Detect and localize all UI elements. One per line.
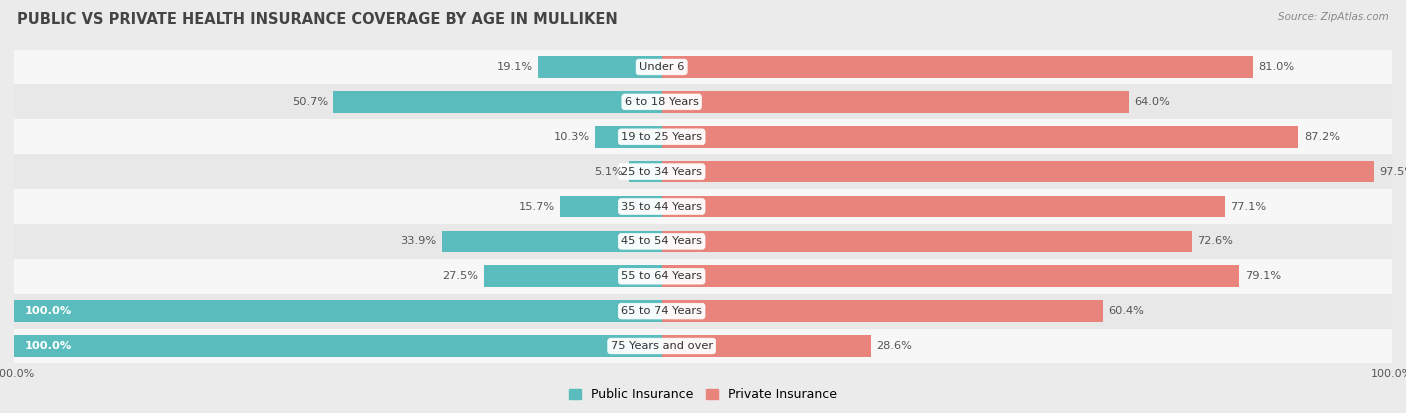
Bar — [628, 161, 662, 183]
Text: 28.6%: 28.6% — [876, 341, 912, 351]
Text: 97.5%: 97.5% — [1379, 166, 1406, 177]
Bar — [662, 266, 1239, 287]
Bar — [14, 84, 1392, 119]
Text: 5.1%: 5.1% — [595, 166, 623, 177]
Bar — [333, 91, 662, 113]
Text: 72.6%: 72.6% — [1198, 236, 1233, 247]
Text: 27.5%: 27.5% — [441, 271, 478, 281]
Bar — [14, 224, 1392, 259]
Bar — [662, 91, 1129, 113]
Text: 19 to 25 Years: 19 to 25 Years — [621, 132, 702, 142]
Text: 25 to 34 Years: 25 to 34 Years — [621, 166, 702, 177]
Text: 79.1%: 79.1% — [1244, 271, 1281, 281]
Text: 87.2%: 87.2% — [1303, 132, 1340, 142]
Text: 50.7%: 50.7% — [291, 97, 328, 107]
Text: Under 6: Under 6 — [638, 62, 685, 72]
Bar — [662, 126, 1299, 147]
Bar — [14, 259, 1392, 294]
Bar — [662, 300, 1102, 322]
Bar — [14, 119, 1392, 154]
Bar — [14, 294, 1392, 329]
Bar — [14, 300, 662, 322]
Text: 10.3%: 10.3% — [554, 132, 589, 142]
Text: PUBLIC VS PRIVATE HEALTH INSURANCE COVERAGE BY AGE IN MULLIKEN: PUBLIC VS PRIVATE HEALTH INSURANCE COVER… — [17, 12, 617, 27]
Bar — [14, 50, 1392, 84]
Bar — [14, 154, 1392, 189]
Text: 100.0%: 100.0% — [25, 341, 72, 351]
Text: 77.1%: 77.1% — [1230, 202, 1267, 211]
Text: 64.0%: 64.0% — [1135, 97, 1170, 107]
Text: 15.7%: 15.7% — [519, 202, 554, 211]
Text: 45 to 54 Years: 45 to 54 Years — [621, 236, 702, 247]
Bar — [662, 161, 1374, 183]
Bar — [662, 335, 870, 357]
Text: 6 to 18 Years: 6 to 18 Years — [624, 97, 699, 107]
Bar — [662, 56, 1253, 78]
Text: 65 to 74 Years: 65 to 74 Years — [621, 306, 702, 316]
Bar — [484, 266, 662, 287]
Text: 55 to 64 Years: 55 to 64 Years — [621, 271, 702, 281]
Text: 100.0%: 100.0% — [25, 306, 72, 316]
Text: 75 Years and over: 75 Years and over — [610, 341, 713, 351]
Text: 19.1%: 19.1% — [496, 62, 533, 72]
Text: Source: ZipAtlas.com: Source: ZipAtlas.com — [1278, 12, 1389, 22]
Bar — [560, 196, 662, 217]
Bar — [662, 230, 1192, 252]
Bar — [662, 196, 1225, 217]
Bar — [14, 329, 1392, 363]
Bar — [441, 230, 662, 252]
Text: 60.4%: 60.4% — [1108, 306, 1144, 316]
Text: 35 to 44 Years: 35 to 44 Years — [621, 202, 702, 211]
Bar — [14, 335, 662, 357]
Bar — [595, 126, 662, 147]
Legend: Public Insurance, Private Insurance: Public Insurance, Private Insurance — [568, 388, 838, 401]
Bar — [538, 56, 662, 78]
Bar — [14, 189, 1392, 224]
Text: 81.0%: 81.0% — [1258, 62, 1295, 72]
Text: 33.9%: 33.9% — [401, 236, 437, 247]
